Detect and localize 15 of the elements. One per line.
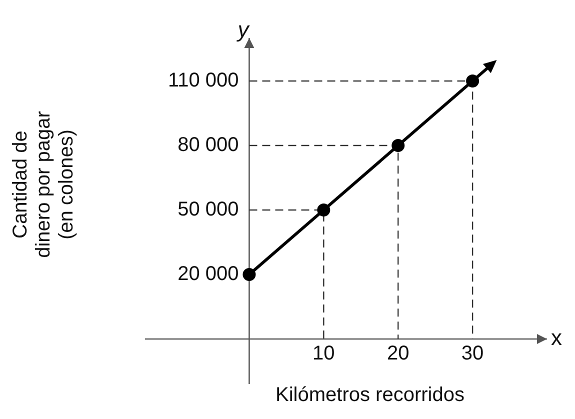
x-tick-label: 20: [386, 342, 410, 365]
point: [317, 204, 330, 216]
point: [392, 139, 405, 152]
x-axis-title: Kilómetros recorridos: [274, 384, 466, 407]
x-tick-label: 10: [312, 342, 335, 365]
y-tick-label: 20 000: [178, 263, 239, 286]
text: x: [551, 325, 562, 350]
y-tick-label: 50 000: [178, 198, 239, 221]
point: [466, 74, 480, 88]
y-tick-label: 80 000: [178, 134, 239, 156]
x-tick-label: 30: [461, 342, 484, 365]
point: [242, 268, 256, 281]
y-tick-label: 110 000: [168, 70, 239, 92]
annotation: y: [236, 17, 251, 42]
y-axis-title: Cantidad de dinero por pagar (en colones): [10, 110, 78, 260]
